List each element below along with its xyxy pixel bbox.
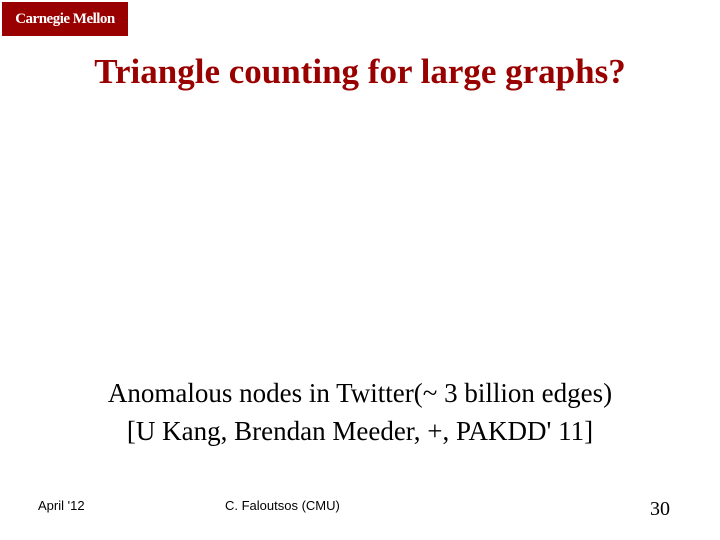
slide-body: Anomalous nodes in Twitter(~ 3 billion e… [0,375,720,451]
footer-date: April '12 [38,498,85,513]
body-line-1: Anomalous nodes in Twitter(~ 3 billion e… [0,375,720,413]
cmu-logo-text: Carnegie Mellon [15,11,115,28]
footer-author: C. Faloutsos (CMU) [225,498,340,513]
slide-title: Triangle counting for large graphs? [0,52,720,92]
footer-page-number: 30 [650,498,670,521]
cmu-logo: Carnegie Mellon [2,2,128,36]
body-line-2: [U Kang, Brendan Meeder, +, PAKDD' 11] [0,413,720,451]
